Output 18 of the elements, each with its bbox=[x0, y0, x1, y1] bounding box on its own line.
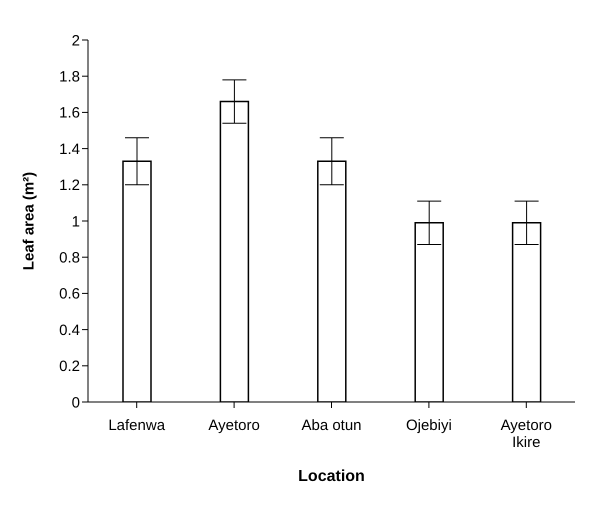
y-tick-label: 1 bbox=[72, 213, 80, 230]
x-tick-label: Ojebiyi bbox=[406, 417, 452, 434]
x-tick-label: Ayetoro Ikire bbox=[500, 417, 552, 451]
y-tick-label: 1.2 bbox=[59, 177, 80, 194]
y-tick-label: 1.4 bbox=[59, 140, 80, 158]
y-tick-label: 1.6 bbox=[59, 104, 80, 122]
y-tick-label: 0.8 bbox=[59, 250, 80, 267]
y-tick-label: 2 bbox=[72, 32, 80, 50]
y-axis-title: Leaf area (m²) bbox=[20, 172, 38, 270]
y-tick-label: 0 bbox=[72, 394, 80, 412]
y-tick-label: 0.2 bbox=[59, 358, 80, 376]
x-tick-label: Ayetoro bbox=[208, 417, 260, 434]
x-axis-title: Location bbox=[298, 468, 365, 485]
y-tick-label: 0.4 bbox=[59, 322, 80, 339]
x-tick-label: Lafenwa bbox=[108, 417, 166, 434]
y-tick-label: 0.6 bbox=[59, 286, 80, 303]
x-tick-label: Aba otun bbox=[301, 417, 362, 434]
y-tick-label: 1.8 bbox=[59, 68, 80, 86]
